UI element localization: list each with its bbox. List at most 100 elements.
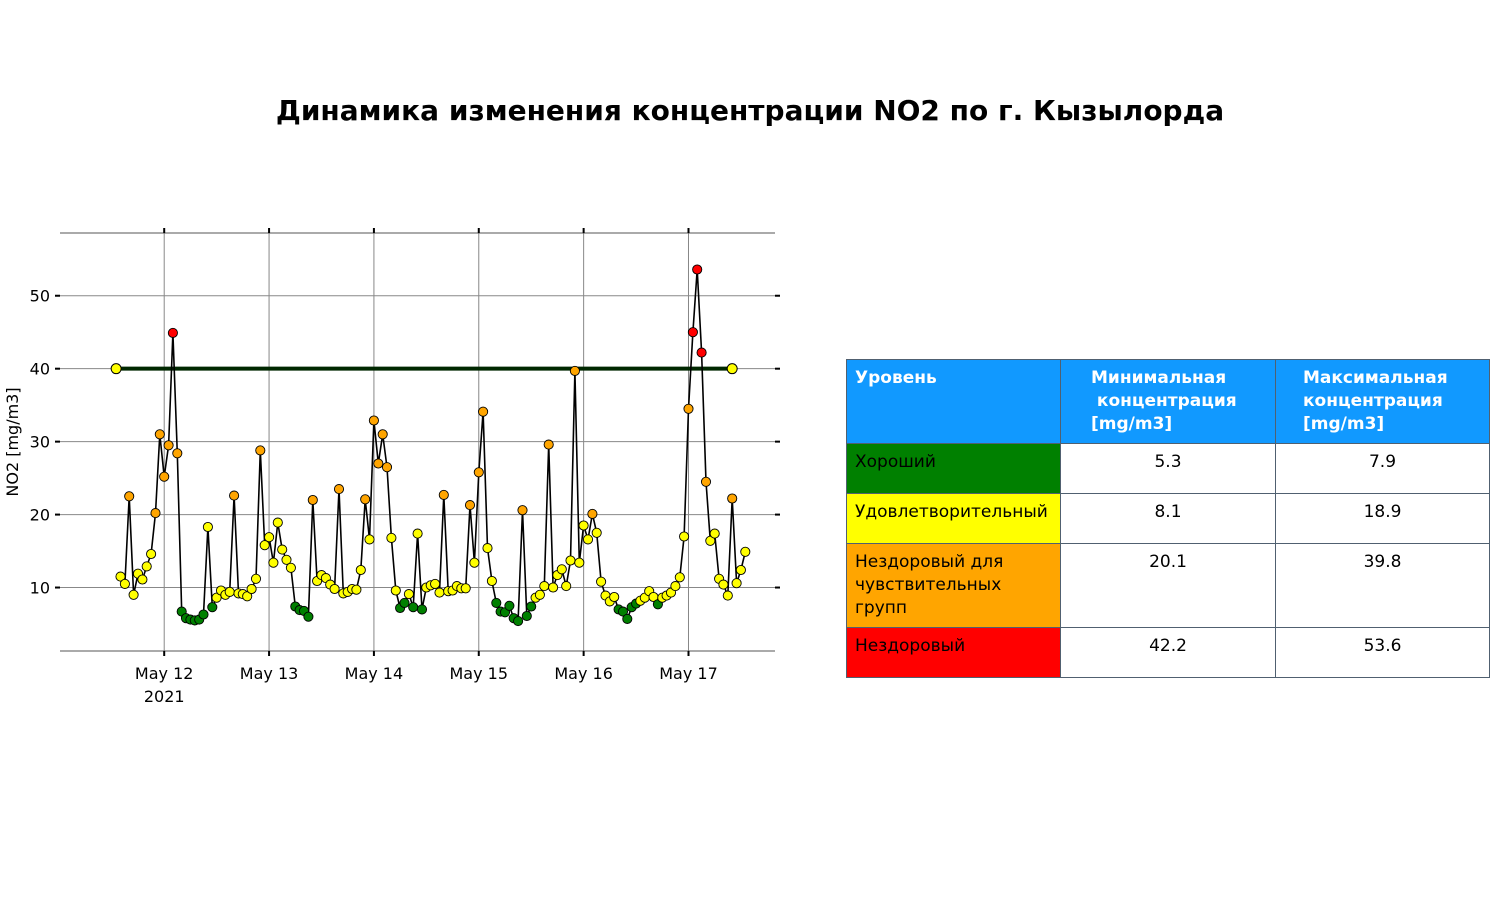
level-cell: Хороший: [846, 443, 1061, 494]
data-point: [246, 583, 257, 595]
level-cell: Удовлетворительный: [846, 493, 1061, 544]
data-point: [740, 546, 751, 557]
min-cell: 5.3: [1060, 443, 1276, 494]
data-point: [202, 521, 213, 533]
table-header-row: Уровень Минимальная концентрация [mg/m3] …: [846, 359, 1490, 444]
no2-levels-table: Уровень Минимальная концентрация [mg/m3] …: [846, 359, 1490, 678]
data-point: [513, 616, 524, 627]
tick-labels: 10 20 30 40 50 May 12 2021 May 13 May 14 May 15 Ma…: [3, 287, 718, 706]
grid: [60, 233, 775, 651]
data-point: [303, 611, 314, 622]
data-point: [277, 544, 288, 555]
data-point: [150, 508, 161, 519]
data-point: [128, 589, 139, 600]
data-point: [172, 448, 183, 459]
data-point: [548, 582, 559, 593]
threshold-end-marker: [726, 363, 738, 375]
data-point: [464, 500, 476, 511]
data-point: [198, 609, 209, 620]
max-cell: 53.6: [1275, 627, 1490, 678]
data-point: [281, 554, 292, 565]
data-point: [478, 406, 489, 417]
data-point: [521, 610, 532, 622]
data-point: [504, 600, 515, 611]
no2-series-line: [119, 269, 747, 623]
data-point: [264, 532, 275, 543]
data-point: [167, 327, 178, 338]
x-tick-label: May 16: [554, 664, 613, 683]
header-max: Максимальная концентрация [mg/m3]: [1275, 359, 1490, 444]
x-tick-label: May 14: [345, 664, 404, 683]
y-tick-label: 30: [30, 433, 50, 452]
data-point: [146, 548, 157, 560]
data-point: [731, 578, 742, 589]
header-min: Минимальная концентрация [mg/m3]: [1060, 359, 1276, 444]
data-point: [438, 489, 449, 500]
x-tick-label: May 13: [240, 664, 299, 683]
data-point: [486, 575, 497, 587]
data-point: [124, 491, 135, 502]
table-row: Нездоровый 42.2 53.6: [846, 627, 1490, 678]
table-row: Удовлетворительный 8.1 18.9: [846, 493, 1490, 544]
data-point: [574, 557, 585, 568]
data-point: [381, 462, 393, 473]
data-point: [154, 429, 165, 440]
data-point: [137, 574, 148, 585]
data-point: [705, 535, 716, 546]
data-point: [408, 602, 419, 613]
axes: [55, 228, 780, 656]
data-point: [250, 573, 262, 584]
series-points: [115, 264, 751, 627]
data-point: [229, 490, 240, 501]
max-cell: 7.9: [1275, 443, 1490, 494]
data-point: [255, 445, 266, 456]
data-point: [543, 439, 554, 450]
x-tick-label: May 15: [450, 664, 509, 683]
data-point: [582, 534, 594, 545]
data-point: [364, 534, 375, 545]
data-point: [399, 597, 410, 608]
data-point: [622, 613, 633, 624]
no2-line-chart: 10 20 30 40 50 May 12 2021 May 13 May 14 May 15 Ma…: [3, 228, 780, 706]
data-point: [670, 581, 681, 592]
data-point: [596, 576, 607, 587]
data-point: [709, 528, 720, 539]
data-point: [491, 597, 502, 608]
data-point: [473, 467, 484, 478]
data-point: [700, 476, 712, 487]
data-point: [355, 564, 366, 576]
data-point: [692, 264, 703, 275]
data-point: [403, 589, 414, 600]
data-point: [416, 604, 428, 615]
data-point: [617, 606, 629, 617]
x-tick-label: May 12: [135, 664, 194, 683]
data-point: [569, 365, 580, 376]
data-point: [207, 602, 218, 613]
max-cell: 18.9: [1275, 493, 1490, 544]
data-point: [412, 528, 423, 539]
y-axis-label: NO2 [mg/m3]: [3, 387, 22, 496]
data-point: [561, 581, 572, 592]
max-cell: 39.8: [1275, 543, 1490, 628]
page-title: Динамика изменения концентрации NO2 по г…: [275, 94, 1225, 127]
header-level: Уровень: [846, 359, 1061, 444]
threshold-line: [110, 363, 738, 375]
data-point: [460, 583, 471, 594]
data-point: [434, 587, 445, 598]
data-point: [386, 532, 397, 543]
data-point: [526, 601, 537, 612]
y-tick-label: 10: [30, 579, 50, 598]
level-cell: Нездоровый: [846, 627, 1061, 678]
data-point: [735, 564, 746, 576]
data-point: [272, 517, 283, 528]
data-point: [430, 578, 441, 589]
min-cell: 8.1: [1060, 493, 1276, 544]
table-row: Нездоровый для чувствительных групп 20.1 3…: [846, 543, 1490, 628]
data-point: [333, 484, 345, 495]
data-point: [722, 590, 733, 601]
x-tick-label: May 17: [659, 664, 718, 683]
y-tick-label: 40: [30, 360, 50, 379]
data-point: [556, 564, 567, 575]
level-cell: Нездоровый для чувствительных групп: [846, 543, 1061, 628]
data-point: [368, 415, 379, 426]
